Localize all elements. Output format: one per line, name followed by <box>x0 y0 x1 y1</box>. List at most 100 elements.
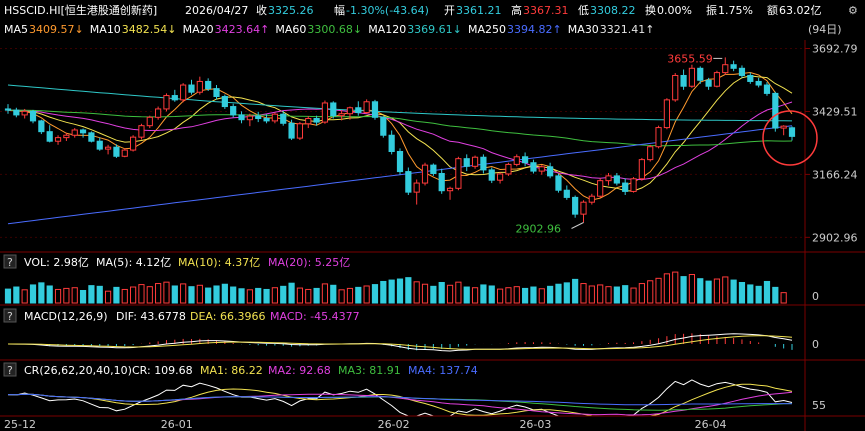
volume-bar <box>763 280 771 304</box>
macd-label: MACD(12,26,9) <box>24 310 108 323</box>
candle <box>630 177 637 193</box>
candle-body <box>488 169 495 181</box>
candle-body <box>747 74 754 82</box>
candle <box>455 156 462 191</box>
cr-help-button[interactable] <box>3 362 17 377</box>
volume-bar <box>513 286 520 304</box>
candle <box>246 113 253 127</box>
candle <box>538 165 545 175</box>
candle-body <box>388 134 395 152</box>
candle-body <box>421 164 429 184</box>
candle-body <box>213 88 220 98</box>
vol-label: VOL: 2.98亿 <box>24 256 89 269</box>
candle <box>588 193 595 205</box>
cr-help-icon[interactable]: ? <box>7 364 13 377</box>
candle <box>346 106 354 120</box>
candle <box>96 137 103 151</box>
moving-average-lines <box>7 71 793 225</box>
candle-body <box>530 162 537 172</box>
volume-bar <box>338 289 345 304</box>
candle-body <box>29 110 37 122</box>
candle <box>188 79 195 95</box>
candle-body <box>480 156 487 171</box>
amplitude-label: 振 <box>706 3 717 17</box>
volume-bar <box>605 286 612 304</box>
volume-bar <box>29 284 37 304</box>
candle-body <box>605 175 612 182</box>
candle <box>54 135 62 145</box>
low-pointer <box>571 222 584 229</box>
candle <box>363 99 370 114</box>
volume-bar <box>213 285 220 304</box>
settings-icon[interactable]: ⚙ <box>848 4 858 17</box>
candle-body <box>438 172 445 192</box>
period-button[interactable]: (94日) <box>808 23 842 36</box>
candle <box>313 115 320 126</box>
volume-bar <box>155 283 162 304</box>
macd-help-button[interactable] <box>3 308 17 323</box>
candle <box>680 69 687 90</box>
candle <box>496 172 504 184</box>
volume-bar <box>196 284 203 304</box>
volume-bar <box>13 286 20 304</box>
candle <box>155 106 162 120</box>
macd-dif: DIF: 43.6778 <box>116 310 186 323</box>
candle-body <box>563 189 570 198</box>
candle <box>438 168 445 194</box>
candle-body <box>655 127 662 148</box>
volume-bar <box>522 287 529 304</box>
volume-bar <box>221 283 228 304</box>
candle-body <box>505 163 512 175</box>
cr-axis-label: 55 <box>812 399 826 412</box>
candle <box>755 77 762 88</box>
date-label: 26-04 <box>695 418 727 431</box>
candle <box>738 65 746 78</box>
candle <box>580 200 587 223</box>
candle-body <box>46 131 53 142</box>
vol-help-button[interactable] <box>3 254 17 269</box>
candle-body <box>496 173 504 181</box>
candle <box>647 144 654 162</box>
candle <box>221 94 228 109</box>
volume-bars <box>4 271 787 304</box>
vol-help-icon[interactable]: ? <box>7 256 13 269</box>
candle <box>530 159 537 174</box>
volume-bar <box>79 289 87 304</box>
macd-axis-zero: 0 <box>812 338 819 351</box>
price-grid <box>0 48 810 238</box>
volume-bar <box>180 283 187 304</box>
price-panel: 3692.79 3429.51 3166.24 2902.96 3655.59 2902… <box>0 40 858 431</box>
candle-body <box>513 156 520 165</box>
vol-axis-zero: 0 <box>812 290 819 303</box>
quote-date: 2026/04/27 <box>185 4 248 17</box>
candle <box>705 77 712 90</box>
volume-bar <box>705 280 712 304</box>
candle <box>305 116 312 129</box>
volume-bar <box>405 277 412 304</box>
volume-bar <box>263 288 270 304</box>
ma-line-ma5 <box>7 71 793 201</box>
candle-body <box>338 113 345 117</box>
ma-legend-label: MA20 <box>183 23 214 36</box>
candle <box>255 111 262 123</box>
candle-body <box>313 118 320 123</box>
volume-bar <box>438 282 445 304</box>
candle-body <box>121 149 128 157</box>
price-tick-label: 3692.79 <box>812 43 858 56</box>
candle <box>46 125 53 143</box>
volume-bar <box>622 285 629 304</box>
macd-help-icon[interactable]: ? <box>7 310 13 323</box>
volume-bar <box>505 287 512 304</box>
cr-ma4-line <box>7 393 793 406</box>
candle-body <box>71 129 78 136</box>
candle-body <box>538 166 545 172</box>
candle-body <box>396 150 404 173</box>
candle <box>79 128 87 138</box>
cr-ma2: MA2: 92.68 <box>268 364 331 377</box>
candle <box>613 173 620 186</box>
volume-bar <box>54 288 62 304</box>
candle-body <box>246 115 253 121</box>
volume-bar <box>588 285 595 304</box>
candle-body <box>572 196 579 215</box>
